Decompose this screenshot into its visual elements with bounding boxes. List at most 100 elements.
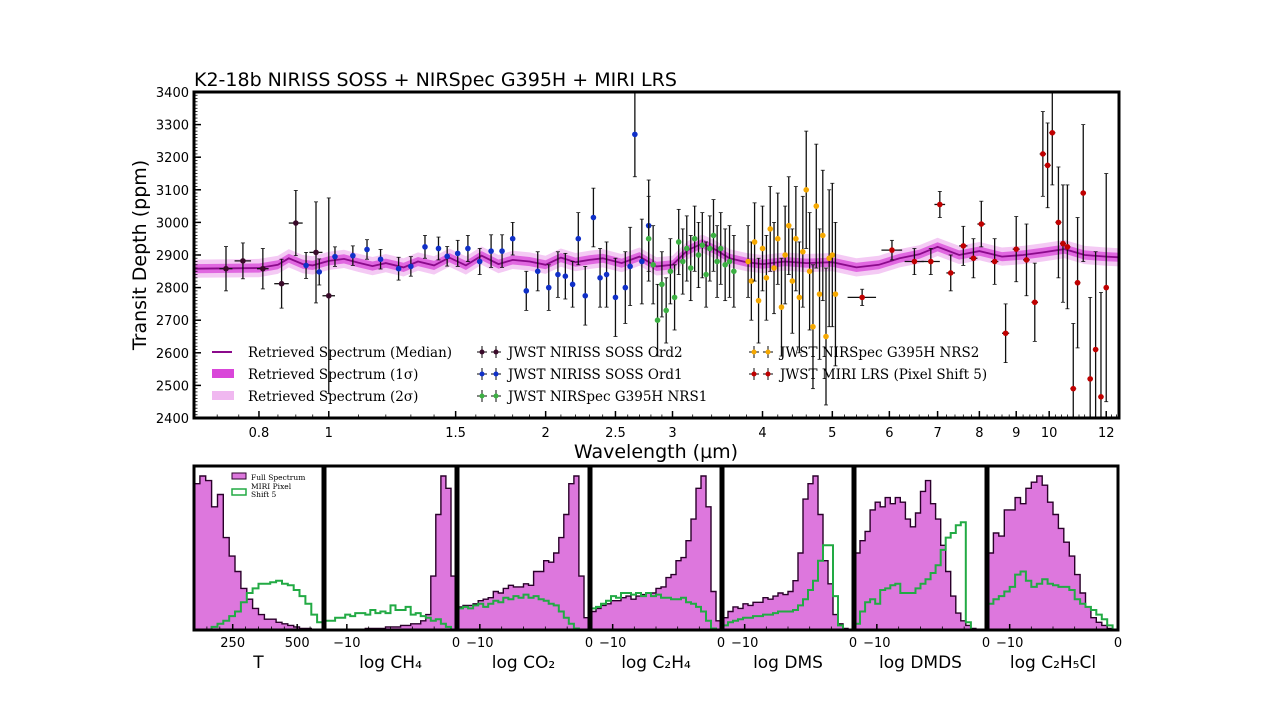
- x-tick-label: 0.8: [249, 426, 270, 441]
- hist-x-tick-label: 0: [585, 636, 593, 651]
- miri-shift-histogram: [723, 544, 853, 630]
- data-point: [810, 264, 816, 390]
- legend-marker: [493, 349, 499, 355]
- legend-item: JWST NIRSpec G395H NRS2: [749, 345, 979, 361]
- data-point: [654, 283, 661, 357]
- data-point: [714, 225, 720, 298]
- hist-x-tick-label: 250: [220, 636, 245, 651]
- data-point: [829, 182, 836, 328]
- legend-label: Retrieved Spectrum (2σ): [248, 389, 418, 405]
- data-point: [1059, 184, 1066, 303]
- full-spectrum-histogram: [325, 475, 456, 630]
- full-spectrum-histogram: [855, 479, 986, 630]
- x-tick-label: 6: [885, 426, 893, 441]
- data-point: [632, 92, 638, 178]
- y-tick-label: 2500: [156, 379, 189, 394]
- data-point: [800, 195, 806, 308]
- legend-miri-swatch: [231, 488, 247, 496]
- data-point: [969, 238, 978, 279]
- data-point: [488, 234, 494, 268]
- histogram-panel: −10 0 log C₂H₅Cl: [986, 464, 1122, 673]
- histogram-panel: −10 0 log DMS: [721, 464, 857, 673]
- legend-band-swatch: [212, 369, 234, 378]
- data-point: [645, 195, 652, 282]
- hist-x-label: log DMDS: [879, 653, 962, 673]
- y-tick-label: 2800: [156, 282, 189, 297]
- y-tick-label: 3000: [156, 216, 189, 231]
- x-tick-label: 4: [758, 426, 766, 441]
- x-tick-label: 2.5: [605, 426, 626, 441]
- data-point: [803, 130, 810, 249]
- miri-shift-histogram: [591, 592, 721, 630]
- series-0: [219, 190, 335, 394]
- legend-label: JWST NIRISS SOSS Ord1: [506, 367, 683, 383]
- data-point: [921, 248, 940, 275]
- data-point: [395, 256, 402, 281]
- data-point: [683, 215, 690, 282]
- data-point: [219, 246, 233, 292]
- data-point: [771, 221, 777, 315]
- hist-x-label: log C₂H₅Cl: [1010, 653, 1096, 673]
- data-point: [422, 235, 428, 259]
- histogram-panel: 250 500 T: [192, 464, 325, 673]
- legend-marker: [765, 371, 771, 377]
- full-spectrum-histogram: [591, 475, 721, 630]
- full-spectrum-histogram: [194, 475, 323, 630]
- legend-label: JWST NIRISS SOSS Ord2: [506, 345, 683, 361]
- data-point: [332, 246, 338, 267]
- data-point: [309, 201, 323, 304]
- data-point: [806, 212, 813, 331]
- miri-shift-histogram: [988, 570, 1118, 630]
- hist-x-tick-label: −10: [599, 636, 626, 651]
- data-point: [796, 241, 803, 354]
- data-point: [316, 258, 323, 286]
- histogram-panel: −10 0 log CO₂: [456, 464, 593, 673]
- legend-item: JWST NIRISS SOSS Ord2: [477, 345, 683, 361]
- hist-x-tick-label: −10: [466, 636, 493, 651]
- x-tick-label: 2: [542, 426, 550, 441]
- data-point: [350, 245, 356, 266]
- data-point: [819, 169, 826, 302]
- legend-marker: [765, 349, 771, 355]
- data-point: [435, 236, 442, 261]
- x-tick-label: 1: [325, 426, 333, 441]
- histogram-panel: −10 0 log C₂H₄: [589, 464, 725, 673]
- data-point: [832, 221, 839, 367]
- data-point: [639, 218, 645, 305]
- hist-x-tick-label: −10: [863, 636, 890, 651]
- series-3: [745, 130, 839, 406]
- hist-x-tick-label: 0: [1114, 636, 1122, 651]
- data-point: [476, 248, 483, 275]
- x-axis: 0.8 1 1.5 2 2.5 3 4 5 6 7 8 9 10 12: [216, 411, 1117, 441]
- hist-x-tick-label: 0: [717, 636, 725, 651]
- data-point: [322, 197, 335, 394]
- data-point: [703, 241, 709, 308]
- y-tick-label: 3200: [156, 151, 189, 166]
- data-point: [499, 234, 505, 268]
- data-point: [1103, 173, 1110, 403]
- data-point: [444, 246, 450, 267]
- series-4: [847, 92, 1110, 418]
- data-point: [274, 258, 289, 309]
- data-point: [977, 200, 986, 248]
- hist-x-tick-label: −10: [731, 636, 758, 651]
- data-point: [755, 257, 762, 344]
- data-point: [1087, 296, 1093, 418]
- data-point: [1044, 122, 1051, 209]
- data-point: [377, 249, 384, 270]
- data-point: [603, 241, 610, 308]
- data-point: [934, 191, 946, 218]
- data-point: [990, 238, 999, 285]
- data-point: [288, 190, 303, 257]
- data-point: [1012, 216, 1020, 283]
- x-axis-label: Wavelength (µm): [574, 441, 738, 463]
- legend-label: JWST NIRSpec G395H NRS2: [778, 345, 979, 361]
- data-point: [816, 228, 823, 360]
- legend-label: Retrieved Spectrum (1σ): [248, 367, 418, 383]
- legend-item: JWST NIRISS SOSS Ord1: [477, 367, 683, 383]
- data-point: [687, 235, 694, 302]
- data-point: [1080, 124, 1087, 262]
- data-point: [778, 257, 785, 357]
- data-point: [234, 242, 252, 280]
